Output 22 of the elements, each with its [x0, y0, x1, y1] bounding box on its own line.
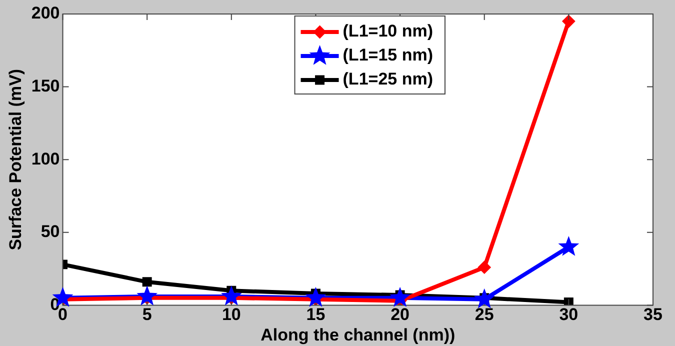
legend-label: (L1=25 nm) — [342, 70, 434, 89]
y-axis-title: Surface Potential (mV) — [6, 68, 25, 250]
y-tick-label: 150 — [31, 76, 60, 96]
point — [390, 286, 411, 307]
x-tick-label: 5 — [142, 305, 152, 324]
x-tick-label: 35 — [644, 305, 662, 324]
y-tick-label: 200 — [31, 4, 60, 23]
point — [142, 277, 152, 287]
point — [562, 14, 576, 28]
point — [558, 236, 580, 256]
point — [478, 260, 491, 274]
legend-label: (L1=10 nm) — [342, 22, 434, 41]
point — [474, 288, 495, 308]
y-tick-label: 50 — [40, 222, 60, 242]
x-axis-title: Along the channel (nm)) — [260, 325, 456, 344]
legend-label: (L1=15 nm) — [342, 46, 434, 65]
x-tick-label: 25 — [474, 305, 494, 324]
y-tick-label: 100 — [31, 149, 60, 168]
x-tick-label: 15 — [306, 305, 326, 324]
x-tick-label: 20 — [390, 305, 410, 324]
x-tick-label: 10 — [222, 305, 241, 324]
x-tick-label: 30 — [559, 305, 578, 324]
